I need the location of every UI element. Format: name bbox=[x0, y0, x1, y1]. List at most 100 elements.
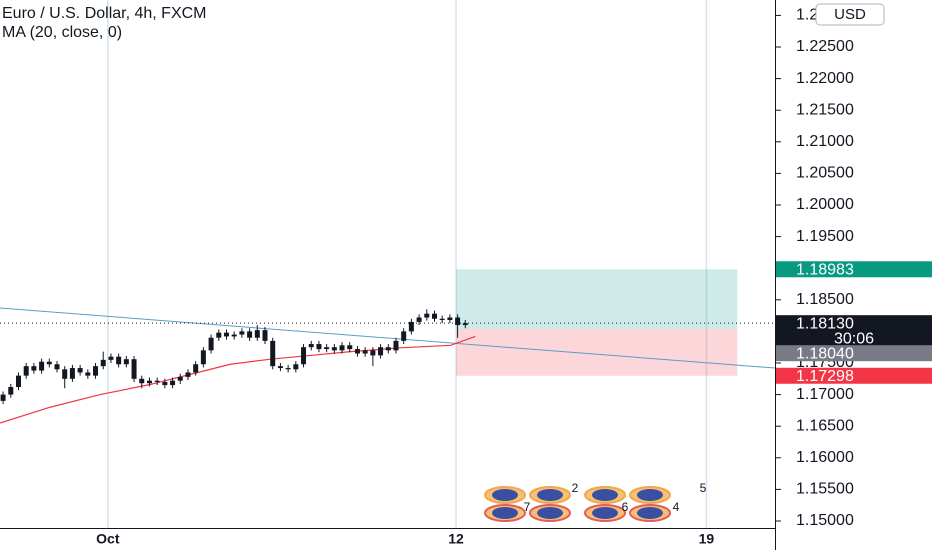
candle-body bbox=[431, 313, 437, 319]
axis: Oct 12 19 1.15000 1.15500 1.16000 1.16500 1.170… bbox=[96, 7, 854, 547]
candle-body bbox=[223, 332, 229, 337]
candle-body bbox=[93, 366, 99, 376]
candle-body bbox=[162, 381, 168, 386]
candle-body bbox=[378, 347, 384, 356]
candle-body bbox=[62, 369, 68, 379]
candle-body bbox=[339, 345, 345, 351]
candle-body bbox=[108, 356, 114, 360]
price-badge: 1.18983 bbox=[776, 261, 932, 279]
y-tick-label: 1.18500 bbox=[796, 291, 854, 308]
y-tick-label: 1.20000 bbox=[796, 196, 854, 213]
y-tick-label: 1.21000 bbox=[796, 133, 854, 150]
candle-body bbox=[331, 347, 337, 351]
candle-body bbox=[270, 340, 276, 367]
candle-body bbox=[277, 366, 283, 369]
price-badge-label: 1.17298 bbox=[796, 368, 854, 385]
candle-body bbox=[439, 318, 445, 321]
price-badge-bg bbox=[776, 315, 932, 332]
candle-body bbox=[455, 317, 461, 326]
candle-body bbox=[154, 380, 160, 382]
countdown: 30:06 bbox=[834, 330, 874, 347]
candle-body bbox=[447, 317, 453, 321]
price-badge-bg bbox=[776, 261, 932, 278]
candle-body bbox=[139, 378, 145, 384]
y-tick-label: 1.16000 bbox=[796, 449, 854, 466]
candle-body bbox=[185, 372, 191, 377]
candle-body bbox=[308, 344, 314, 348]
candle-body bbox=[100, 359, 106, 367]
events: 2 5 7 6 4 bbox=[484, 481, 707, 522]
y-tick-label: 1.22500 bbox=[796, 38, 854, 55]
y-tick-label: 1.16500 bbox=[796, 417, 854, 434]
candle-body bbox=[77, 368, 83, 373]
event-count: 7 bbox=[524, 500, 531, 514]
chart-title: Euro / U.S. Dollar, 4h, FXCM bbox=[2, 5, 207, 22]
event-flag bbox=[637, 507, 663, 519]
candle-body bbox=[239, 331, 245, 335]
event-count: 6 bbox=[622, 500, 629, 514]
price-badge: 1.18040 bbox=[776, 345, 932, 362]
candle-body bbox=[462, 323, 468, 326]
indicator-label: MA (20, close, 0) bbox=[2, 24, 122, 41]
candle-body bbox=[424, 313, 430, 318]
candle-body bbox=[0, 394, 6, 401]
candle-body bbox=[208, 337, 214, 351]
x-tick-label: 12 bbox=[448, 531, 464, 547]
candle-body bbox=[324, 347, 330, 350]
candle-body bbox=[177, 376, 183, 381]
loss-zone bbox=[456, 328, 738, 376]
candle-body bbox=[408, 321, 414, 332]
moving-average bbox=[0, 335, 476, 424]
candle-body bbox=[231, 334, 237, 337]
currency-button[interactable] bbox=[815, 3, 885, 26]
price-badge-bg bbox=[776, 367, 932, 384]
candle-body bbox=[393, 340, 399, 351]
plot: 2 5 7 6 4 bbox=[0, 269, 776, 522]
y-tick-label: 1.15000 bbox=[796, 512, 854, 529]
candle-body bbox=[316, 344, 322, 350]
event-count: 2 bbox=[572, 481, 579, 495]
candle-body bbox=[362, 350, 368, 354]
candle-body bbox=[8, 387, 14, 395]
candle-body bbox=[54, 364, 60, 370]
event-flag bbox=[537, 507, 563, 519]
event-flag bbox=[592, 489, 618, 501]
candle-body bbox=[146, 380, 152, 384]
y-tick-label: 1.22000 bbox=[796, 70, 854, 87]
candle-body bbox=[39, 361, 45, 371]
candle-body bbox=[46, 361, 52, 365]
currency-label[interactable]: USD bbox=[834, 6, 866, 23]
candle-body bbox=[370, 350, 376, 356]
candle-body bbox=[31, 366, 37, 371]
grid bbox=[107, 0, 708, 528]
event-flag bbox=[492, 489, 518, 501]
candle-body bbox=[131, 359, 137, 379]
candle-body bbox=[23, 366, 29, 376]
price-badge-label: 1.18983 bbox=[796, 261, 854, 278]
event-flag bbox=[537, 489, 563, 501]
candle-body bbox=[401, 331, 407, 341]
countdown-bg bbox=[776, 330, 932, 347]
event-count: 5 bbox=[700, 481, 707, 495]
y-tick-label: 1.21500 bbox=[796, 101, 854, 118]
y-tick-label: 1.15500 bbox=[796, 481, 854, 498]
candle-body bbox=[85, 372, 91, 376]
y-tick-label: 1.17000 bbox=[796, 386, 854, 403]
candle-body bbox=[285, 368, 291, 370]
event-flag bbox=[492, 507, 518, 519]
event-flag bbox=[592, 507, 618, 519]
x-tick-label: 19 bbox=[699, 531, 715, 547]
price-badge-bg bbox=[776, 345, 932, 362]
event-count: 4 bbox=[673, 500, 680, 514]
event-flag bbox=[637, 489, 663, 501]
price-badge-label: 1.18040 bbox=[796, 345, 854, 362]
candle-body bbox=[301, 347, 307, 365]
candle-body bbox=[293, 364, 299, 370]
candle-body bbox=[15, 375, 21, 388]
y-tick-label: 1.20500 bbox=[796, 165, 854, 182]
candle-body bbox=[247, 331, 253, 338]
